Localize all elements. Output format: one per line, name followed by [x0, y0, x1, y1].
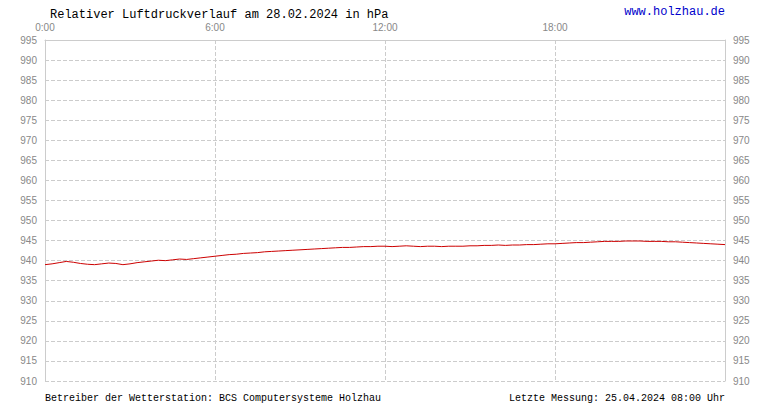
svg-text:965: 965: [20, 155, 37, 166]
svg-text:955: 955: [733, 195, 750, 206]
svg-text:955: 955: [20, 195, 37, 206]
svg-text:945: 945: [20, 235, 37, 246]
svg-text:960: 960: [733, 175, 750, 186]
svg-text:12:00: 12:00: [372, 22, 397, 33]
svg-text:990: 990: [20, 55, 37, 66]
svg-text:18:00: 18:00: [542, 22, 567, 33]
svg-text:950: 950: [733, 215, 750, 226]
svg-text:910: 910: [733, 376, 750, 387]
svg-text:Letzte Messung: 25.04.2024 08:: Letzte Messung: 25.04.2024 08:00 Uhr: [509, 393, 725, 404]
svg-text:930: 930: [733, 295, 750, 306]
svg-text:965: 965: [733, 155, 750, 166]
svg-text:975: 975: [20, 115, 37, 126]
svg-text:945: 945: [733, 235, 750, 246]
svg-text:990: 990: [733, 55, 750, 66]
svg-text:6:00: 6:00: [205, 22, 225, 33]
svg-text:970: 970: [733, 135, 750, 146]
svg-text:975: 975: [733, 115, 750, 126]
svg-text:920: 920: [20, 335, 37, 346]
svg-text:925: 925: [20, 315, 37, 326]
svg-text:940: 940: [733, 255, 750, 266]
svg-text:925: 925: [733, 315, 750, 326]
svg-text:995: 995: [20, 35, 37, 46]
svg-text:915: 915: [20, 355, 37, 366]
svg-text:920: 920: [733, 335, 750, 346]
svg-text:960: 960: [20, 175, 37, 186]
svg-text:Relativer Luftdruckverlauf am: Relativer Luftdruckverlauf am 28.02.2024…: [50, 8, 388, 22]
svg-text:915: 915: [733, 355, 750, 366]
svg-text:910: 910: [20, 376, 37, 387]
svg-text:www.holzhau.de: www.holzhau.de: [624, 5, 725, 19]
svg-text:970: 970: [20, 135, 37, 146]
svg-text:935: 935: [20, 275, 37, 286]
svg-text:980: 980: [20, 95, 37, 106]
svg-text:930: 930: [20, 295, 37, 306]
svg-text:985: 985: [20, 75, 37, 86]
svg-text:0:00: 0:00: [35, 22, 55, 33]
svg-text:980: 980: [733, 95, 750, 106]
svg-text:Betreiber der Wetterstation: B: Betreiber der Wetterstation: BCS Compute…: [45, 393, 381, 404]
svg-text:995: 995: [733, 35, 750, 46]
svg-text:940: 940: [20, 255, 37, 266]
svg-text:935: 935: [733, 275, 750, 286]
svg-text:985: 985: [733, 75, 750, 86]
svg-text:950: 950: [20, 215, 37, 226]
